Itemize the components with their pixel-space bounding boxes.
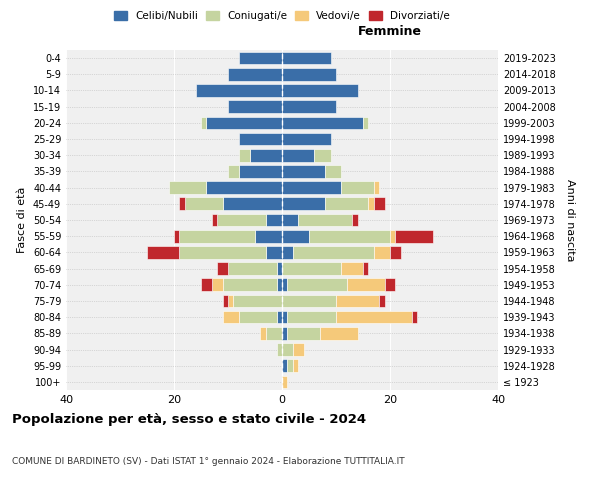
Bar xyxy=(266,246,282,258)
Bar xyxy=(239,52,282,64)
Bar xyxy=(179,198,185,210)
Bar xyxy=(363,262,368,275)
Bar xyxy=(228,68,282,80)
Bar xyxy=(228,294,233,308)
Bar xyxy=(228,262,277,275)
Bar xyxy=(239,149,250,162)
Bar xyxy=(239,132,282,145)
Bar xyxy=(390,230,395,242)
Bar xyxy=(169,182,206,194)
Bar xyxy=(179,246,266,258)
Bar xyxy=(228,165,239,177)
Bar xyxy=(390,246,401,258)
Bar xyxy=(282,100,336,113)
Bar xyxy=(206,182,282,194)
Bar xyxy=(374,198,385,210)
Bar xyxy=(196,84,282,97)
Text: Popolazione per età, sesso e stato civile - 2024: Popolazione per età, sesso e stato civil… xyxy=(12,412,366,426)
Y-axis label: Anni di nascita: Anni di nascita xyxy=(565,179,575,261)
Text: COMUNE DI BARDINETO (SV) - Dati ISTAT 1° gennaio 2024 - Elaborazione TUTTITALIA.: COMUNE DI BARDINETO (SV) - Dati ISTAT 1°… xyxy=(12,458,404,466)
Bar xyxy=(282,327,287,340)
Bar xyxy=(287,311,336,324)
Bar xyxy=(239,311,277,324)
Bar xyxy=(385,278,395,291)
Bar xyxy=(282,246,293,258)
Bar xyxy=(250,149,282,162)
Bar xyxy=(147,246,179,258)
Bar xyxy=(282,84,358,97)
Bar xyxy=(282,343,293,356)
Bar xyxy=(282,294,336,308)
Bar xyxy=(223,198,282,210)
Bar xyxy=(223,294,228,308)
Bar xyxy=(277,262,282,275)
Bar xyxy=(282,165,325,177)
Bar xyxy=(282,360,287,372)
Bar xyxy=(287,360,293,372)
Bar xyxy=(293,343,304,356)
Bar xyxy=(282,52,331,64)
Bar xyxy=(325,198,368,210)
Bar xyxy=(217,214,266,226)
Bar xyxy=(277,311,282,324)
Bar xyxy=(223,311,239,324)
Bar xyxy=(336,311,412,324)
Bar xyxy=(379,294,385,308)
Bar xyxy=(174,230,179,242)
Bar xyxy=(282,182,341,194)
Bar xyxy=(201,278,212,291)
Bar xyxy=(212,278,223,291)
Bar xyxy=(223,278,277,291)
Bar xyxy=(277,343,282,356)
Legend: Celibi/Nubili, Coniugati/e, Vedovi/e, Divorziati/e: Celibi/Nubili, Coniugati/e, Vedovi/e, Di… xyxy=(111,8,453,24)
Bar xyxy=(255,230,282,242)
Bar xyxy=(347,278,385,291)
Bar xyxy=(282,278,287,291)
Bar xyxy=(217,262,228,275)
Bar xyxy=(239,165,282,177)
Bar xyxy=(293,246,374,258)
Bar xyxy=(368,198,374,210)
Bar xyxy=(363,116,368,129)
Bar xyxy=(412,311,417,324)
Bar xyxy=(233,294,282,308)
Bar xyxy=(277,278,282,291)
Bar xyxy=(260,327,266,340)
Bar xyxy=(282,149,314,162)
Bar xyxy=(287,327,320,340)
Bar xyxy=(341,262,363,275)
Text: Femmine: Femmine xyxy=(358,25,422,38)
Bar xyxy=(266,327,282,340)
Bar xyxy=(282,214,298,226)
Bar xyxy=(212,214,217,226)
Bar xyxy=(228,100,282,113)
Bar xyxy=(298,214,352,226)
Bar xyxy=(352,214,358,226)
Bar xyxy=(201,116,206,129)
Bar xyxy=(314,149,331,162)
Bar xyxy=(320,327,358,340)
Bar xyxy=(179,230,255,242)
Bar xyxy=(336,294,379,308)
Bar xyxy=(282,132,331,145)
Y-axis label: Fasce di età: Fasce di età xyxy=(17,187,27,253)
Bar xyxy=(325,165,341,177)
Bar xyxy=(266,214,282,226)
Bar xyxy=(374,246,390,258)
Bar xyxy=(185,198,223,210)
Bar xyxy=(395,230,433,242)
Bar xyxy=(309,230,390,242)
Bar xyxy=(374,182,379,194)
Bar xyxy=(293,360,298,372)
Bar xyxy=(282,230,309,242)
Bar xyxy=(282,376,287,388)
Bar xyxy=(206,116,282,129)
Bar xyxy=(287,278,347,291)
Bar xyxy=(282,116,363,129)
Bar xyxy=(282,262,341,275)
Bar xyxy=(282,198,325,210)
Bar xyxy=(341,182,374,194)
Bar xyxy=(282,311,287,324)
Bar xyxy=(282,68,336,80)
